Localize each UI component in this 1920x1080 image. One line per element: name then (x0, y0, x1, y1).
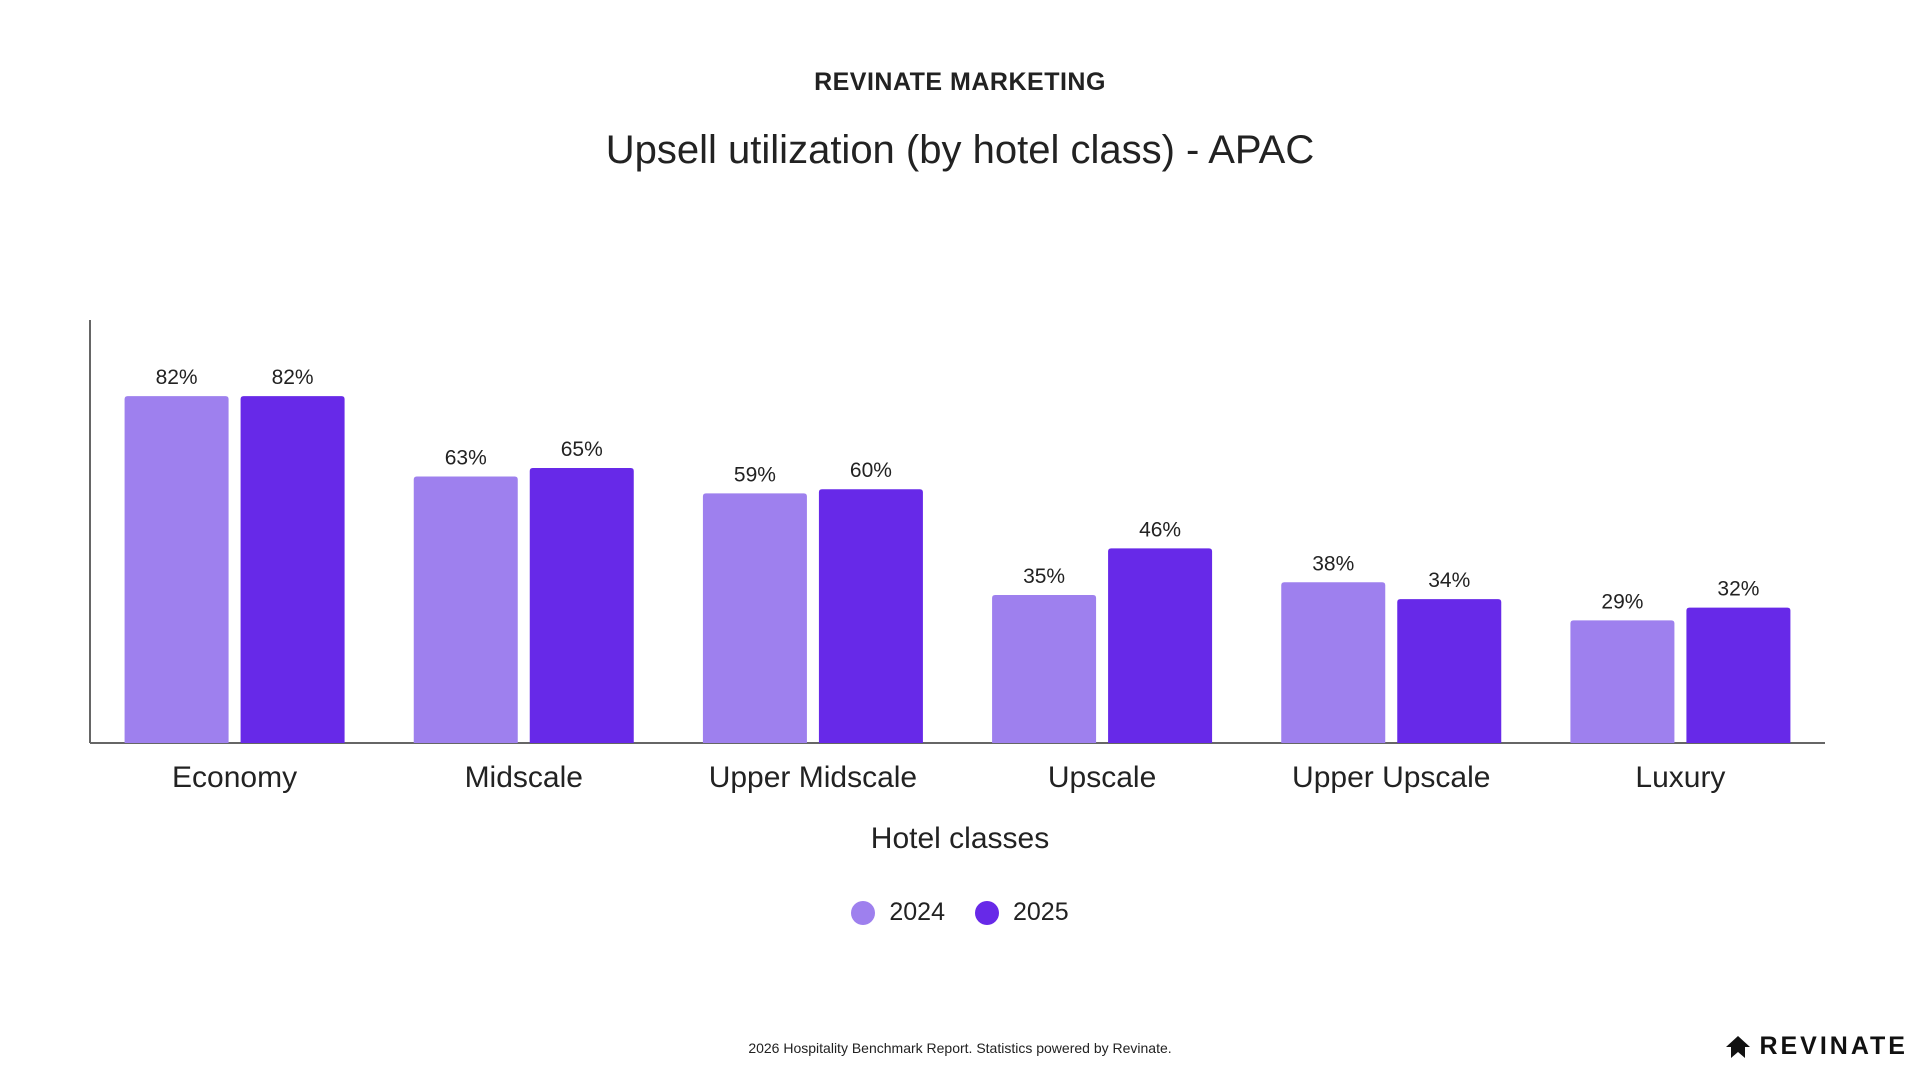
chart-title: Upsell utilization (by hotel class) - AP… (605, 128, 1315, 172)
bar-2024-upper-upscale (1281, 582, 1386, 743)
bar-2025-upscale (1108, 548, 1213, 743)
data-label-2025-economy: 82% (272, 366, 314, 389)
bar-2024-midscale (413, 476, 518, 743)
bar-2025-economy (240, 396, 345, 743)
chart-bars (124, 396, 1791, 743)
data-label-2024-economy: 82% (156, 366, 198, 389)
data-label-2024-luxury: 29% (1601, 590, 1643, 613)
x-tick-label-upper-midscale: Upper Midscale (709, 761, 917, 794)
bar-2025-midscale (529, 468, 634, 743)
data-label-2024-upscale: 35% (1023, 565, 1065, 588)
bar-2024-luxury (1570, 620, 1675, 743)
data-label-2024-upper-upscale: 38% (1312, 552, 1354, 575)
data-label-2025-upper-upscale: 34% (1428, 569, 1470, 592)
data-label-2024-midscale: 63% (445, 447, 487, 470)
bar-2024-upper-midscale (702, 493, 807, 743)
x-tick-label-economy: Economy (172, 761, 297, 794)
brand-name: REVINATE (1759, 1032, 1908, 1060)
bar-2024-upscale (992, 594, 1097, 743)
bar-2025-upper-midscale (818, 489, 923, 743)
data-label-2025-upscale: 46% (1139, 518, 1181, 541)
report-kicker: REVINATE MARKETING (814, 68, 1106, 96)
bar-2024-economy (124, 396, 229, 743)
legend-label-2024: 2024 (889, 898, 945, 926)
chart-axes (89, 320, 1825, 744)
data-label-2025-luxury: 32% (1717, 578, 1759, 601)
data-label-2025-midscale: 65% (561, 438, 603, 461)
x-axis-label: Hotel classes (870, 822, 1050, 855)
legend-item-2024: 2024 (851, 898, 945, 927)
chart-x-ticks: Economy Midscale Upper Midscale Upscale Uppe… (172, 761, 1725, 794)
data-label-2024-upper-midscale: 59% (734, 463, 776, 486)
x-tick-label-upscale: Upscale (1048, 761, 1156, 794)
x-tick-label-midscale: Midscale (465, 761, 583, 794)
legend-label-2025: 2025 (1013, 898, 1069, 926)
revinate-logo-icon (1726, 1035, 1751, 1058)
chart-legend: 2024 2025 (0, 898, 1920, 927)
bar-2025-luxury (1686, 607, 1791, 743)
legend-swatch-2025 (975, 900, 999, 925)
x-tick-label-upper-upscale: Upper Upscale (1292, 761, 1490, 794)
footer-note: 2026 Hospitality Benchmark Report. Stati… (748, 1040, 1172, 1056)
legend-swatch-2024 (851, 900, 876, 925)
data-label-2025-upper-midscale: 60% (850, 459, 892, 482)
legend-item-2025: 2025 (975, 898, 1069, 927)
x-tick-label-luxury: Luxury (1635, 761, 1725, 794)
chart-data-labels: 82% 82% 63% 65% 59% 60% 35% 46% 38% 34% 29% 32% (156, 366, 1760, 613)
bar-2025-upper-upscale (1397, 599, 1502, 743)
brand-logo: REVINATE (1725, 1032, 1908, 1061)
